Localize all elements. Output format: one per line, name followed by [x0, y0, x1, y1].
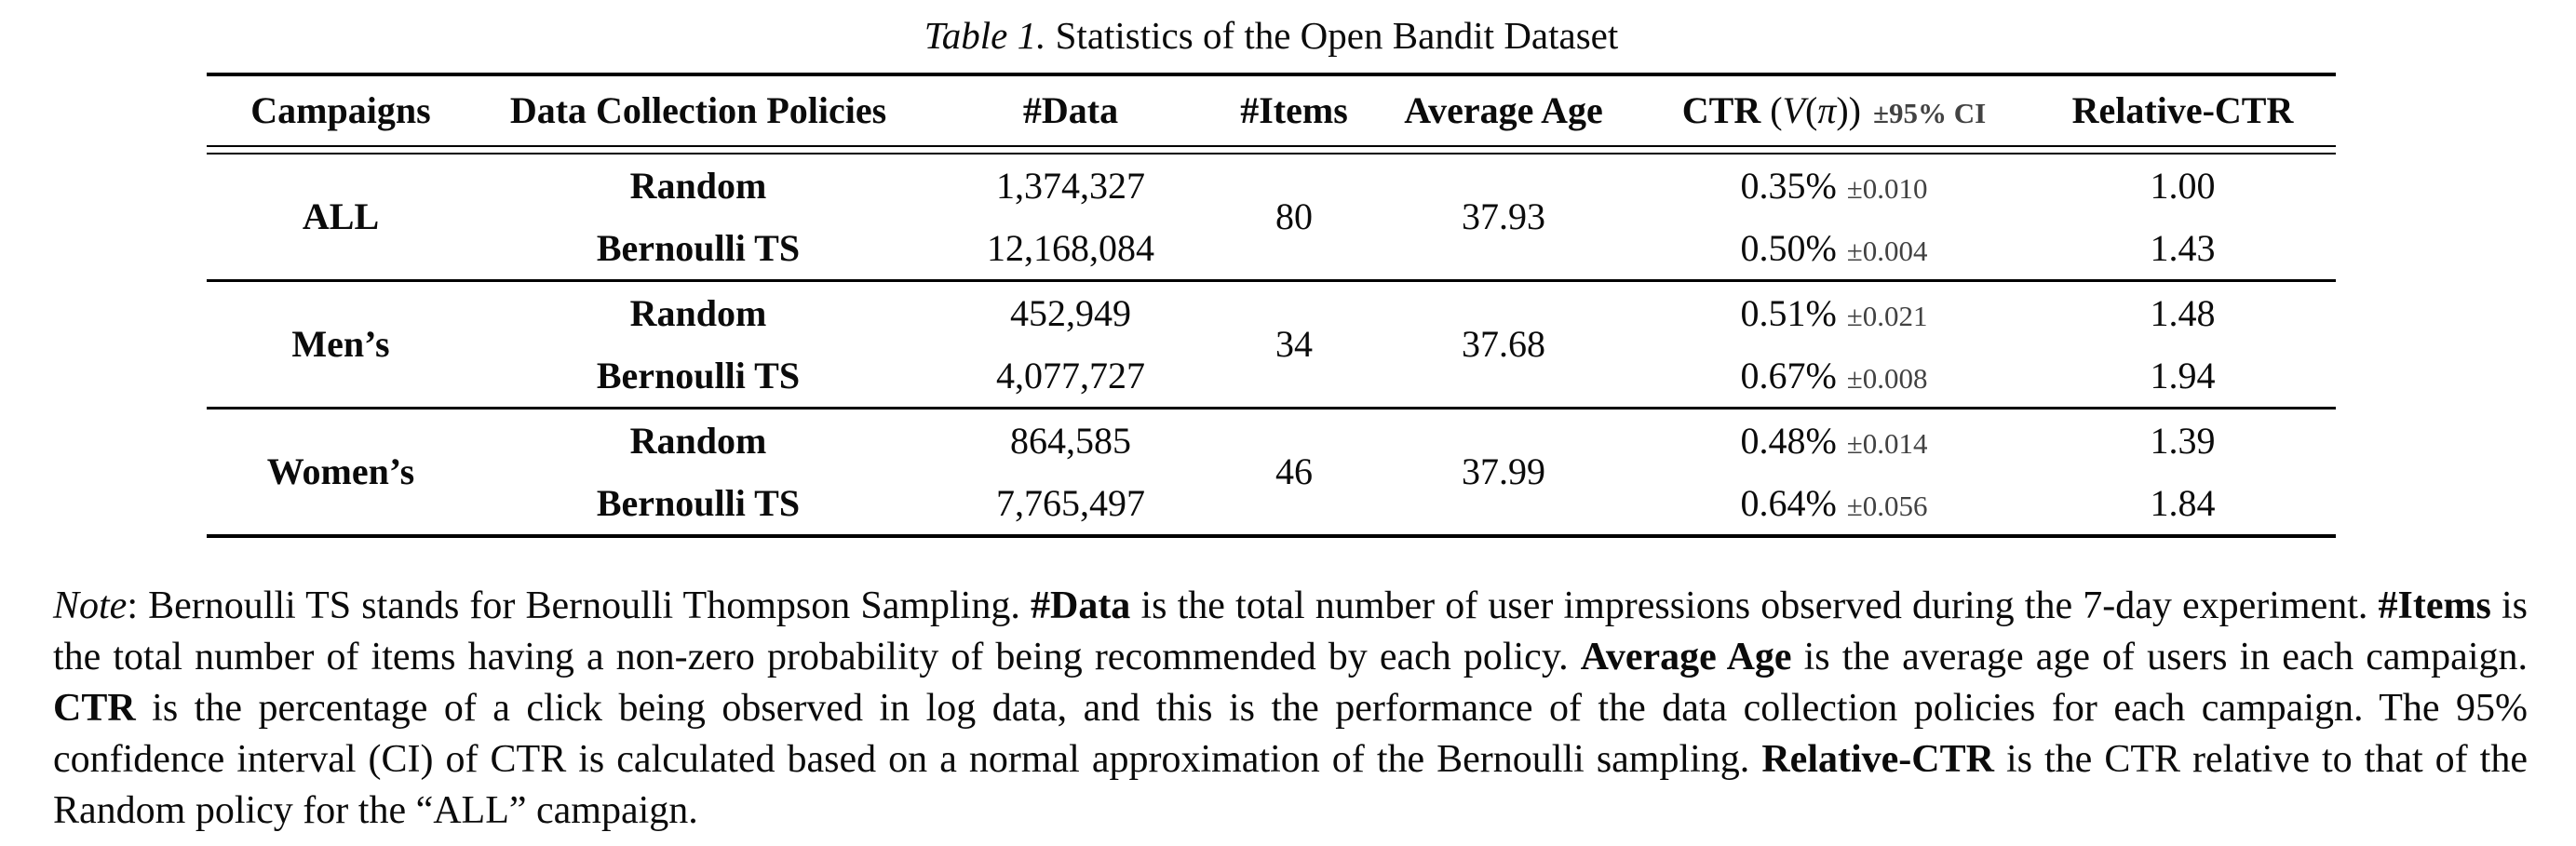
- column-header-ctr: CTR (V(π)) ±95% CI: [1639, 76, 2030, 147]
- relative-ctr-cell: 1.84: [2150, 481, 2216, 524]
- caption-text: Statistics of the Open Bandit Dataset: [1045, 14, 1619, 57]
- header-double-rule: [207, 147, 2336, 154]
- relative-ctr-cell: 1.94: [2150, 354, 2216, 396]
- column-header-age: Average Age: [1369, 76, 1639, 147]
- note-segment: : Bernoulli TS stands for Bernoulli Thom…: [127, 584, 1031, 627]
- table-row: Men’s Random 452,949 34 37.68 0.51% ±0.02…: [207, 279, 2336, 365]
- note-segment: Relative-CTR: [1761, 738, 1994, 781]
- ctr-math: (V(π)): [1770, 89, 1861, 131]
- ctr-cell: 0.50% ±0.004: [1740, 226, 1928, 269]
- table-caption: Table 1. Statistics of the Open Bandit D…: [207, 13, 2336, 58]
- items-cell: 46: [1220, 407, 1369, 534]
- ctr-cell: 0.35% ±0.010: [1740, 164, 1928, 207]
- relative-ctr-cell: 1.48: [2030, 279, 2336, 344]
- data-count-cell: 12,168,084: [987, 226, 1154, 269]
- column-header-data: #Data: [922, 76, 1220, 147]
- ctr-cell: 0.64% ±0.056: [1740, 481, 1928, 524]
- relative-ctr-cell: 1.43: [2150, 226, 2216, 269]
- data-count-cell: 4,077,727: [996, 354, 1145, 396]
- note-segment: is the percentage of a click being obser…: [53, 687, 2528, 781]
- table-row: Bernoulli TS 7,765,497 0.64% ±0.056 1.84: [207, 472, 2336, 534]
- note-segment: is the total number of items having a no…: [53, 584, 2528, 678]
- table-row: Bernoulli TS 12,168,084 0.50% ±0.004 1.43: [207, 217, 2336, 279]
- header-row: Campaigns Data Collection Policies #Data…: [207, 76, 2336, 147]
- ctr-cell: 0.48% ±0.014: [1639, 407, 2030, 472]
- ctr-cell: 0.67% ±0.008: [1740, 354, 1928, 396]
- table-row: ALL Random 1,374,327 80 37.93 0.35% ±0.01…: [207, 154, 2336, 238]
- data-count-cell: 452,949: [922, 279, 1220, 344]
- policy-cell: Random: [475, 407, 922, 472]
- age-cell: 37.99: [1369, 407, 1639, 534]
- ctr-label: CTR: [1681, 89, 1761, 131]
- campaign-cell: ALL: [302, 195, 380, 237]
- items-cell: 34: [1220, 279, 1369, 407]
- policy-cell: Random: [629, 164, 767, 207]
- column-header-relative-ctr: Relative-CTR: [2030, 76, 2336, 147]
- caption-label: Table 1.: [924, 14, 1046, 57]
- table-row: Bernoulli TS 4,077,727 0.67% ±0.008 1.94: [207, 344, 2336, 407]
- relative-ctr-cell: 1.39: [2030, 407, 2336, 472]
- column-header-items: #Items: [1220, 76, 1369, 147]
- stats-table: Campaigns Data Collection Policies #Data…: [207, 73, 2336, 538]
- age-cell: 37.68: [1369, 279, 1639, 407]
- note-segment: Note: [53, 584, 128, 627]
- note-segment: is the CTR relative to that of the Rando…: [53, 738, 2528, 832]
- note-segment: #Items: [2378, 584, 2491, 627]
- table-row: Women’s Random 864,585 46 37.99 0.48% ±0.…: [207, 407, 2336, 492]
- note-segment: #Data: [1030, 584, 1131, 627]
- policy-cell: Random: [475, 279, 922, 344]
- note-segment: Average Age: [1580, 636, 1792, 678]
- age-cell: 37.93: [1462, 195, 1545, 237]
- policy-cell: Bernoulli TS: [596, 226, 801, 269]
- data-count-cell: 1,374,327: [996, 164, 1145, 207]
- note-segment: is the total number of user impressions …: [1130, 584, 2379, 627]
- note-segment: is the average age of users in each camp…: [1791, 636, 2528, 678]
- note-segment: CTR: [53, 687, 136, 730]
- column-header-policies: Data Collection Policies: [475, 76, 922, 147]
- campaign-cell: Women’s: [207, 407, 475, 534]
- table-note: Note: Bernoulli TS stands for Bernoulli …: [53, 581, 2528, 837]
- campaign-cell: Men’s: [207, 279, 475, 407]
- data-count-cell: 864,585: [922, 407, 1220, 472]
- policy-cell: Bernoulli TS: [596, 354, 801, 396]
- column-header-campaigns: Campaigns: [207, 76, 475, 147]
- ctr-cell: 0.51% ±0.021: [1639, 279, 2030, 344]
- policy-cell: Bernoulli TS: [596, 481, 801, 524]
- data-count-cell: 7,765,497: [996, 481, 1145, 524]
- items-cell: 80: [1275, 195, 1313, 237]
- relative-ctr-cell: 1.00: [2150, 164, 2216, 207]
- ctr-ci-label: ±95% CI: [1873, 97, 1987, 129]
